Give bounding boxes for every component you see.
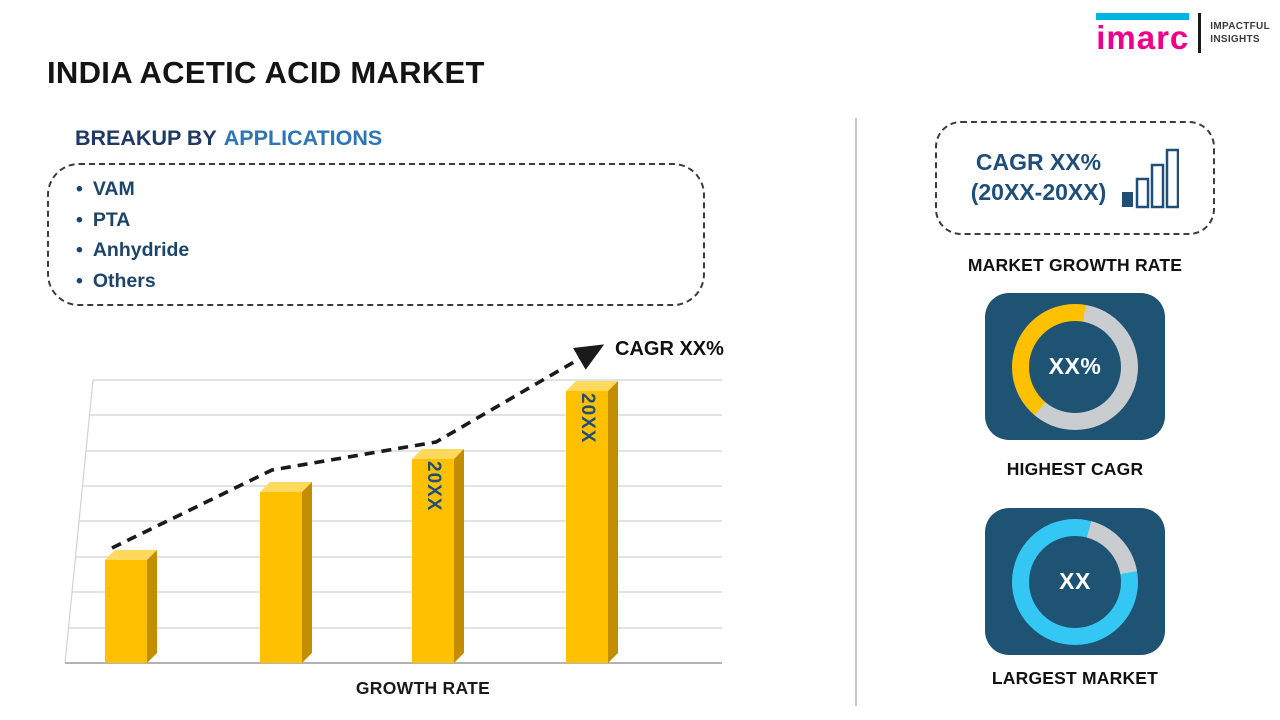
largest-market-donut: XX [1012, 518, 1138, 645]
highest-cagr-value: XX% [1048, 353, 1102, 379]
imarc-logo: imarc IMPACTFUL INSIGHTS [1096, 8, 1270, 58]
bar-group: 20XX 20XX [47, 340, 737, 690]
logo-divider [1198, 13, 1202, 53]
list-item: • Others [76, 266, 703, 297]
cagr-box-line2: (20XX-20XX) [970, 179, 1107, 205]
cagr-box-text: CAGR XX% (20XX-20XX) [971, 148, 1107, 208]
breakup-heading-highlight: APPLICATIONS [223, 126, 383, 150]
cagr-box: CAGR XX% (20XX-20XX) [935, 121, 1215, 235]
largest-market-label: LARGEST MARKET [991, 668, 1159, 688]
donut-hole [1029, 535, 1121, 628]
largest-market-card: XX [985, 508, 1165, 655]
market-growth-rate-label: MARKET GROWTH RATE [967, 255, 1183, 275]
highest-cagr-label: HIGHEST CAGR [1006, 459, 1144, 479]
breakup-heading: BREAKUP BY APPLICATIONS [75, 126, 382, 151]
list-item: • Anhydride [76, 235, 703, 266]
highest-cagr-card: XX% [985, 293, 1165, 440]
highest-cagr-donut: XX% [1012, 303, 1138, 430]
bullet-icon: • [76, 208, 83, 231]
list-item: • PTA [76, 205, 703, 236]
page-title: INDIA ACETIC ACID MARKET [47, 55, 485, 90]
bar-chart: 20XX 20XX [47, 340, 737, 690]
logo-tagline-line2: INSIGHTS [1210, 34, 1260, 45]
bullet-icon: • [76, 178, 83, 200]
x-axis-label: GROWTH RATE [355, 678, 491, 698]
bar [260, 482, 312, 668]
bar-shape [105, 550, 157, 663]
largest-market-value: XX [1059, 568, 1091, 594]
logo-brand-text: imarc [1096, 18, 1190, 56]
logo-tagline: IMPACTFUL INSIGHTS [1210, 20, 1270, 46]
donut-hole [1029, 320, 1121, 413]
breakup-heading-prefix: BREAKUP BY [75, 126, 217, 150]
application-label: PTA [92, 208, 131, 231]
cagr-box-line1: CAGR XX% [975, 149, 1102, 176]
growth-bars-icon [1122, 148, 1180, 209]
list-item: • VAM [76, 174, 703, 205]
bar-label: 20XX [577, 393, 598, 444]
bullet-icon: • [76, 269, 83, 292]
cagr-annotation: CAGR XX% [615, 338, 724, 360]
bar-shape [260, 482, 312, 663]
application-label: Others [92, 269, 156, 292]
bar [105, 550, 157, 668]
bar: 20XX [412, 449, 464, 668]
bar: 20XX [566, 381, 618, 668]
bar-label: 20XX [423, 461, 444, 512]
application-label: Anhydride [92, 239, 190, 261]
logo-wordmark: imarc [1096, 12, 1190, 56]
bullet-icon: • [76, 239, 83, 261]
logo-cyan-bar-icon [1096, 12, 1190, 20]
vertical-divider [855, 118, 857, 706]
applications-box: • VAM • PTA • Anhydride • Others [47, 163, 705, 306]
application-label: VAM [92, 178, 135, 200]
logo-tagline-line1: IMPACTFUL [1210, 21, 1270, 32]
